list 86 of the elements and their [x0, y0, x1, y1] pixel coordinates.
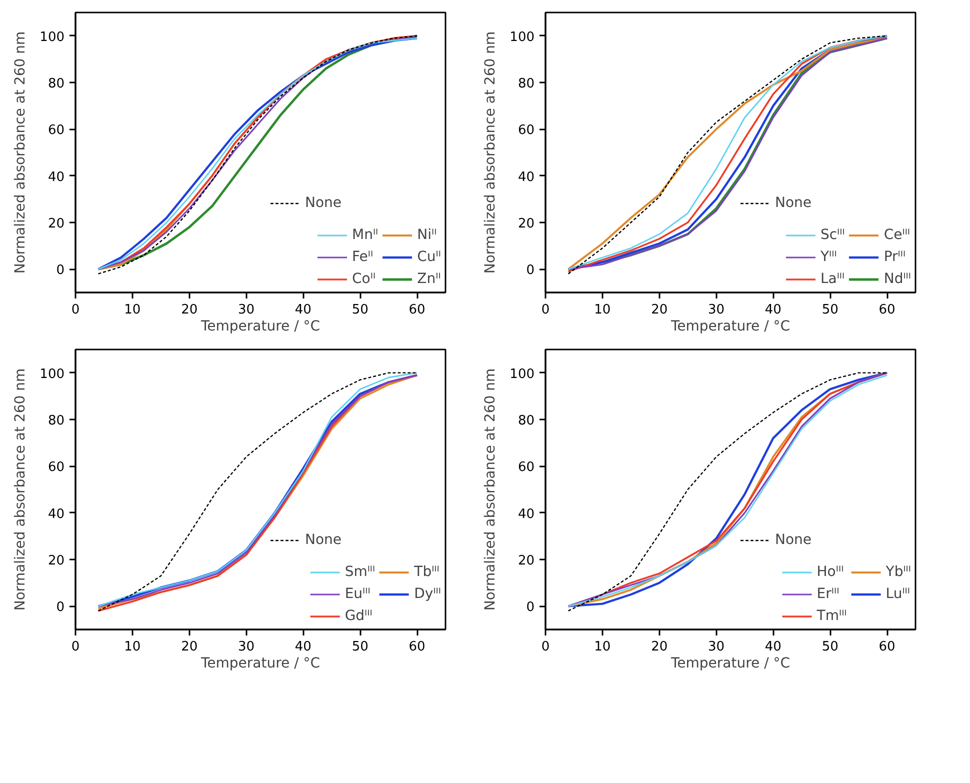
x-tick-label: 60	[408, 640, 426, 654]
y-tick-label: 40	[518, 170, 535, 185]
legend-label: Niᴵᴵ	[417, 226, 438, 244]
legend-label: Feᴵᴵ	[352, 248, 374, 266]
legend-label: Tmᴵᴵᴵ	[816, 607, 847, 625]
legend-label: Prᴵᴵᴵ	[884, 248, 906, 266]
y-tick-label: 0	[56, 263, 65, 278]
y-tick-label: 20	[48, 554, 65, 568]
y-axis-title: Normalized absorbance at 260 nm	[482, 31, 499, 274]
y-axis-title: Normalized absorbance at 260 nm	[12, 368, 29, 611]
legend-label: Euᴵᴵᴵ	[344, 585, 370, 603]
y-tick-label: 60	[48, 460, 65, 476]
y-tick-label: 40	[518, 506, 535, 522]
legend-label: Scᴵᴵᴵ	[820, 226, 845, 244]
legend-label: Ceᴵᴵᴵ	[884, 226, 910, 244]
x-tick-label: 50	[352, 640, 368, 654]
legend-label: Znᴵᴵ	[417, 270, 441, 288]
y-tick-label: 20	[48, 216, 65, 232]
x-axis-title: Temperature / °C	[670, 656, 790, 672]
y-tick-label: 60	[48, 123, 65, 138]
legend-label: None	[775, 531, 812, 549]
y-tick-label: 80	[48, 76, 65, 92]
x-tick-label: 40	[764, 640, 782, 654]
x-tick-label: 50	[822, 302, 838, 318]
x-tick-label: 60	[408, 302, 426, 318]
legend-label: Gdᴵᴵᴵ	[344, 607, 372, 625]
legend-label: Ybᴵᴵᴵ	[886, 563, 911, 581]
x-tick-label: 20	[651, 640, 668, 654]
x-tick-label: 60	[878, 640, 896, 654]
legend-label: Cuᴵᴵ	[417, 248, 441, 266]
legend-label: Ndᴵᴵᴵ	[884, 270, 911, 288]
x-tick-label: 20	[181, 302, 198, 318]
x-tick-label: 50	[352, 302, 368, 318]
x-axis-title: Temperature / °C	[670, 318, 790, 334]
legend-label: None	[305, 194, 342, 212]
x-tick-label: 10	[594, 640, 611, 654]
y-tick-label: 40	[48, 506, 65, 522]
x-axis-title: Temperature / °C	[200, 656, 320, 672]
y-tick-label: 40	[48, 170, 65, 185]
y-tick-label: 20	[518, 216, 535, 232]
x-tick-label: 20	[651, 302, 668, 318]
x-tick-label: 60	[878, 302, 896, 318]
legend-label: None	[305, 531, 342, 549]
x-tick-label: 10	[124, 640, 141, 654]
y-tick-label: 0	[56, 600, 65, 616]
y-tick-label: 0	[526, 263, 535, 278]
y-tick-label: 80	[48, 414, 65, 428]
legend-label: None	[775, 194, 812, 212]
x-tick-label: 0	[71, 302, 80, 318]
x-axis-title: Temperature / °C	[200, 318, 320, 334]
x-tick-label: 30	[238, 640, 255, 654]
x-tick-label: 0	[541, 302, 550, 318]
y-tick-label: 80	[518, 414, 535, 428]
legend-label: Smᴵᴵᴵ	[344, 563, 376, 581]
x-tick-label: 40	[294, 302, 312, 318]
y-tick-label: 60	[518, 123, 535, 138]
legend-label: Yᴵᴵᴵ	[820, 248, 838, 266]
legend-label: Luᴵᴵᴵ	[886, 585, 910, 603]
y-tick-label: 100	[40, 366, 65, 382]
y-tick-label: 60	[518, 460, 535, 476]
y-tick-label: 100	[510, 366, 535, 382]
y-tick-label: 100	[40, 30, 65, 45]
legend-label: Mnᴵᴵ	[352, 226, 378, 244]
legend-label: Hoᴵᴵᴵ	[816, 563, 844, 581]
legend-label: Tbᴵᴵᴵ	[414, 563, 440, 581]
legend-label: Erᴵᴵᴵ	[816, 585, 840, 603]
x-tick-label: 0	[541, 640, 550, 654]
x-tick-label: 10	[594, 302, 611, 318]
x-tick-label: 10	[124, 302, 141, 318]
x-tick-label: 30	[708, 302, 725, 318]
legend-label: Dyᴵᴵᴵ	[414, 585, 441, 603]
y-tick-label: 80	[518, 76, 535, 92]
y-axis-title: Normalized absorbance at 260 nm	[482, 368, 499, 611]
x-tick-label: 40	[764, 302, 782, 318]
x-tick-label: 0	[71, 640, 80, 654]
y-tick-label: 0	[526, 600, 535, 616]
y-axis-title: Normalized absorbance at 260 nm	[12, 31, 29, 274]
legend-label: Coᴵᴵ	[352, 270, 376, 288]
x-tick-label: 20	[181, 640, 198, 654]
x-tick-label: 50	[822, 640, 838, 654]
y-tick-label: 100	[510, 30, 535, 45]
x-tick-label: 30	[238, 302, 255, 318]
x-tick-label: 40	[294, 640, 312, 654]
x-tick-label: 30	[708, 640, 725, 654]
legend-label: Laᴵᴵᴵ	[820, 270, 845, 288]
y-tick-label: 20	[518, 554, 535, 568]
